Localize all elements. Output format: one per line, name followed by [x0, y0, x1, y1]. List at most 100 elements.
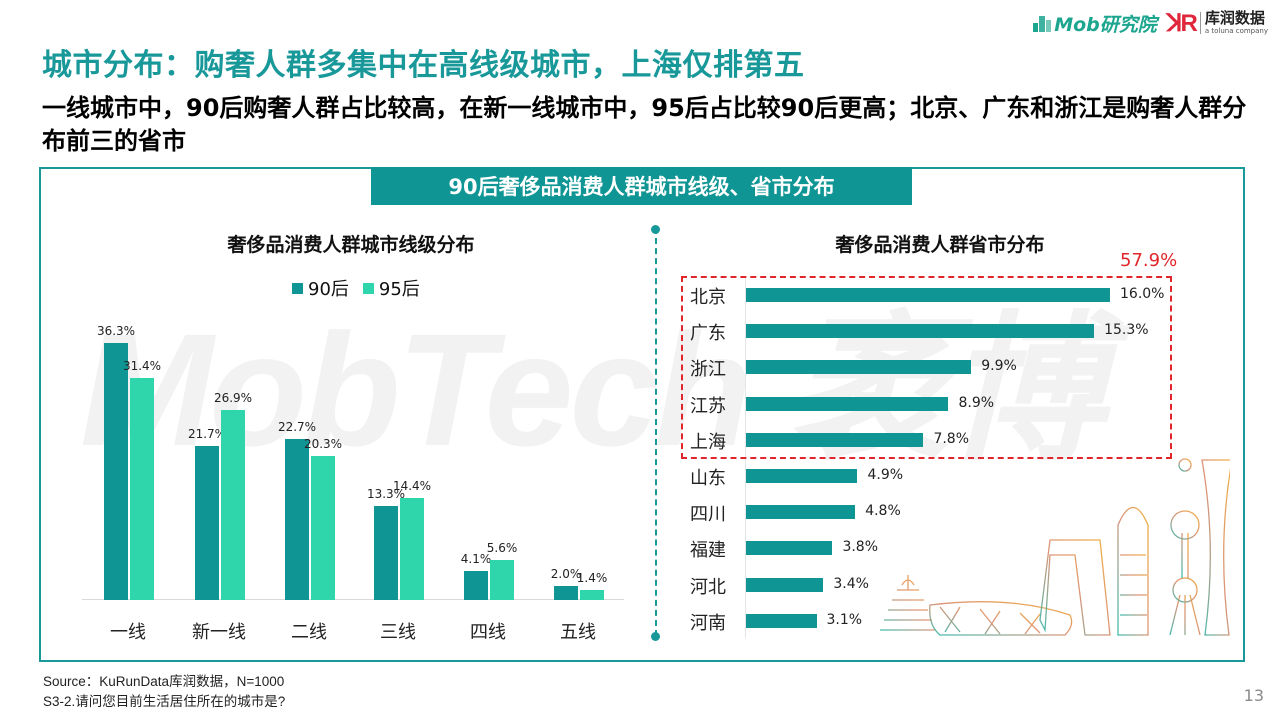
bar-value-label: 4.1%	[460, 551, 492, 566]
province-label: 河北	[690, 576, 726, 598]
province-value-label: 3.1%	[826, 611, 863, 628]
province-label: 江苏	[690, 395, 726, 417]
province-row: 河北 3.4%	[690, 570, 1170, 600]
bar-group: 22.7% 20.3%	[264, 300, 354, 600]
province-value-label: 16.0%	[1120, 286, 1165, 302]
kurun-logo-cn: 库润数据	[1204, 9, 1265, 27]
legend-label-90: 90后	[308, 279, 349, 300]
bar-value-label: 5.6%	[486, 541, 518, 556]
province-value-label: 9.9%	[981, 358, 1017, 375]
category-label: 二线	[291, 622, 327, 643]
province-value-label: 8.9%	[958, 394, 995, 411]
bar-90	[104, 343, 128, 600]
province-value-label: 3.8%	[842, 539, 879, 556]
province-label: 上海	[690, 431, 726, 453]
bar-value-label: 13.3%	[366, 486, 406, 501]
bar-value-label: 36.3%	[96, 324, 136, 338]
bar-95	[221, 409, 245, 600]
divider-dot-bottom	[651, 632, 660, 641]
logo-separator	[1199, 12, 1201, 34]
x-axis-line	[82, 599, 624, 600]
bar-group: 36.3% 31.4%	[83, 300, 173, 600]
province-bar	[746, 432, 924, 447]
bar-value-label: 1.4%	[576, 571, 608, 586]
bar-group: 21.7% 26.9%	[174, 300, 264, 600]
province-label: 广东	[690, 323, 726, 345]
province-value-label: 4.8%	[865, 503, 901, 520]
bar-value-label: 20.3%	[303, 437, 343, 452]
province-row: 广东 15.3%	[690, 316, 1170, 346]
mob-logo-text: Mob研究院	[1054, 13, 1157, 36]
header-logos: Mob研究院 ꓘR 库润数据 a toluna company	[1033, 6, 1268, 40]
category-label: 一线	[110, 622, 146, 643]
legend-item-90: 90后	[292, 275, 349, 301]
province-row: 江苏 8.9%	[690, 389, 1170, 419]
bar-group: 2.0% 1.4%	[533, 300, 623, 600]
province-bar	[746, 360, 972, 375]
bar-95	[490, 560, 514, 600]
category-label: 四线	[470, 622, 506, 643]
frame-header: 90后奢侈品消费人群城市线级、省市分布	[371, 167, 912, 205]
page-number: 13	[1243, 686, 1264, 705]
legend-label-95: 95后	[378, 279, 420, 300]
mob-building-icon	[1033, 14, 1052, 32]
category-label: 新一线	[192, 622, 246, 643]
bar-value-label: 2.0%	[550, 566, 582, 581]
source-text: Source：KuRunData库润数据，N=1000	[43, 674, 285, 689]
mob-logo: Mob研究院	[1033, 10, 1157, 37]
city-tier-bar-chart: 36.3% 31.4% 一线 21.7% 26.9% 新一线 22.7% 20.3% 二线 13.…	[82, 300, 624, 643]
province-label: 河南	[690, 612, 726, 634]
source-note: Source：KuRunData库润数据，N=1000 S3-2.请问您目前生活…	[43, 672, 285, 712]
city-skyline-illustration	[880, 390, 1230, 636]
province-label: 北京	[690, 287, 726, 308]
province-row: 河南 3.1%	[690, 606, 1170, 636]
legend-item-95: 95后	[362, 275, 420, 301]
bar-value-label: 26.9%	[213, 390, 253, 405]
province-label: 山东	[690, 468, 726, 489]
right-chart-title: 奢侈品消费人群省市分布	[835, 234, 1045, 256]
survey-question-text: S3-2.请问您目前生活居住所在的城市是?	[43, 694, 286, 709]
legend-swatch-90	[292, 282, 303, 294]
left-chart-legend: 90后 95后	[292, 275, 420, 301]
bar-group: 4.1% 5.6%	[443, 300, 533, 600]
province-bar	[746, 577, 824, 592]
province-row: 上海 7.8%	[690, 425, 1170, 455]
province-bar	[746, 396, 949, 411]
left-chart-title: 奢侈品消费人群城市线级分布	[227, 234, 475, 256]
category-label: 五线	[560, 622, 596, 643]
province-value-label: 7.8%	[933, 430, 970, 447]
province-label: 四川	[690, 504, 726, 526]
province-bar	[746, 469, 858, 483]
province-row: 北京 16.0%	[690, 280, 1170, 310]
province-bar	[746, 324, 1095, 339]
bar-90	[195, 446, 219, 600]
page-title: 城市分布：购奢人群多集中在高线级城市，上海仅排第五	[42, 48, 805, 83]
province-label: 浙江	[690, 359, 726, 381]
kurun-logo: ꓘR 库润数据 a toluna company	[1167, 9, 1268, 38]
province-value-label: 4.9%	[867, 467, 904, 483]
province-row: 四川 4.8%	[690, 497, 1170, 527]
province-row: 福建 3.8%	[690, 533, 1170, 563]
province-bar	[746, 541, 833, 556]
divider-dot-top	[651, 225, 660, 234]
province-bar	[746, 613, 817, 628]
kurun-logo-en: a toluna company	[1204, 27, 1268, 35]
legend-swatch-95	[362, 282, 374, 294]
bar-90	[285, 439, 309, 600]
category-label: 三线	[380, 622, 416, 643]
province-label: 福建	[690, 540, 726, 562]
bar-90	[464, 570, 488, 600]
bar-90	[554, 585, 578, 600]
top5-total-label: 57.9%	[1120, 250, 1178, 271]
bar-value-label: 31.4%	[122, 358, 162, 373]
bar-95	[130, 377, 154, 600]
province-value-label: 3.4%	[833, 575, 869, 592]
province-bar	[746, 505, 856, 520]
bar-95	[311, 456, 335, 600]
province-row: 浙江 9.9%	[690, 352, 1170, 382]
bar-value-label: 22.7%	[277, 420, 317, 435]
bar-95	[400, 498, 424, 600]
province-row: 山东 4.9%	[690, 461, 1170, 491]
bar-90	[374, 505, 398, 600]
bar-value-label: 21.7%	[187, 427, 227, 442]
